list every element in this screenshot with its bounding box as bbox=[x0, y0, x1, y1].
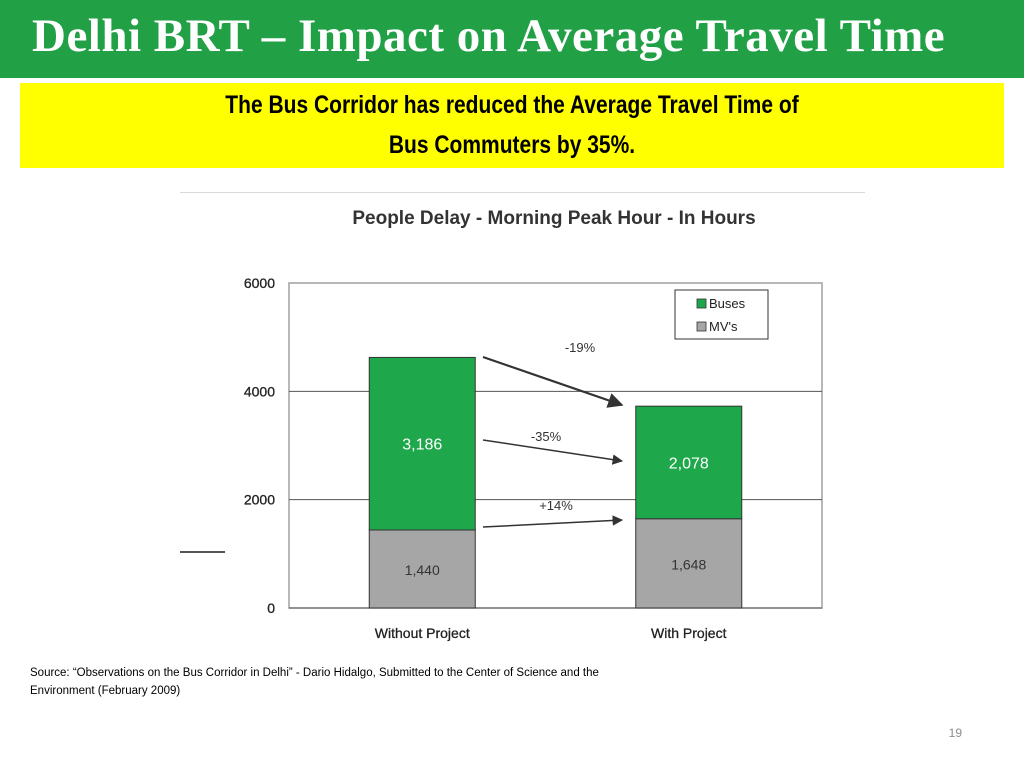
divider-line bbox=[180, 192, 865, 193]
change-arrow bbox=[482, 439, 624, 465]
slide-title: Delhi BRT – Impact on Average Travel Tim… bbox=[32, 10, 946, 62]
callout-box: The Bus Corridor has reduced the Average… bbox=[20, 83, 1004, 168]
legend-box bbox=[674, 289, 769, 340]
x-category-label: With Project bbox=[651, 625, 727, 641]
page-number: 19 bbox=[948, 726, 962, 740]
change-annotation: -19% bbox=[565, 340, 596, 355]
legend-swatch bbox=[696, 298, 707, 309]
y-tick-label: 0 bbox=[267, 600, 275, 616]
callout-line-1: The Bus Corridor has reduced the Average… bbox=[225, 91, 799, 119]
change-arrow bbox=[482, 515, 624, 528]
callout-line-2: Bus Commuters by 35%. bbox=[388, 131, 636, 159]
data-label: 2,078 bbox=[669, 455, 709, 472]
change-annotation: +14% bbox=[539, 498, 573, 513]
y-tick-label: 2000 bbox=[244, 492, 275, 508]
chart-title: People Delay - Morning Peak Hour - In Ho… bbox=[352, 208, 755, 229]
data-label: 1,440 bbox=[405, 562, 440, 578]
data-label: 3,186 bbox=[402, 437, 442, 454]
bar-segment bbox=[635, 405, 743, 520]
change-annotation: -35% bbox=[531, 429, 562, 444]
chart-svg: People Delay - Morning Peak Hour - In Ho… bbox=[180, 208, 823, 641]
source-line-1: Source: “Observations on the Bus Corrido… bbox=[30, 667, 599, 679]
bar-segment bbox=[368, 529, 476, 609]
header-bar: Delhi BRT – Impact on Average Travel Tim… bbox=[0, 0, 1024, 78]
bar-segment bbox=[368, 356, 476, 531]
chart: People Delay - Morning Peak Hour - In Ho… bbox=[180, 195, 870, 650]
source-line-2: Environment (February 2009) bbox=[30, 685, 181, 697]
x-category-label: Without Project bbox=[375, 625, 470, 641]
source-note: Source: “Observations on the Bus Corrido… bbox=[30, 664, 599, 700]
data-label: 1,648 bbox=[671, 556, 706, 572]
legend-swatch bbox=[696, 321, 707, 332]
bar-segment bbox=[635, 518, 743, 609]
legend-label: MV's bbox=[709, 319, 738, 334]
y-tick-label: 6000 bbox=[244, 275, 275, 291]
change-arrow bbox=[482, 355, 624, 408]
y-tick-label: 4000 bbox=[244, 383, 275, 399]
legend-label: Buses bbox=[709, 296, 746, 311]
